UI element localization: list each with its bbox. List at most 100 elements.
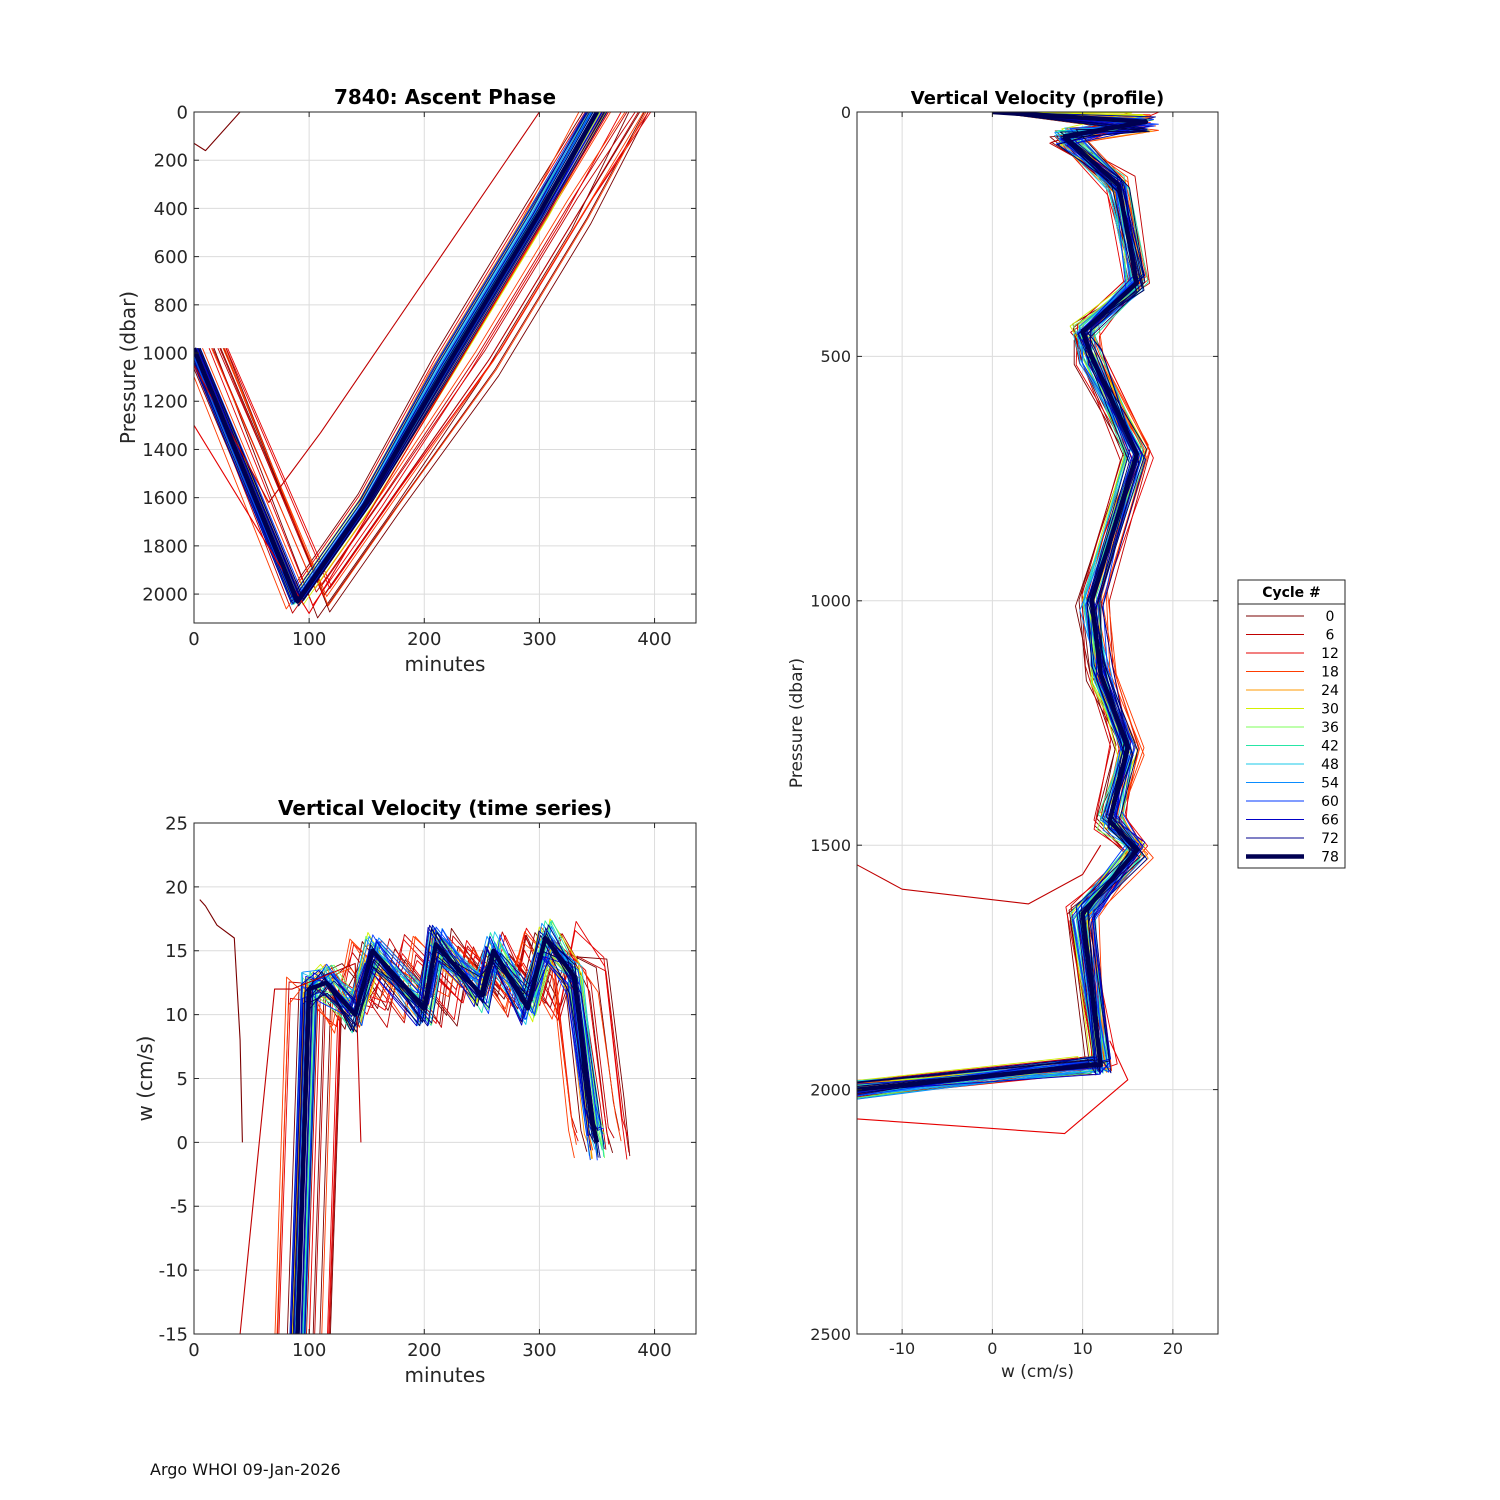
- cycle-trace: [194, 112, 587, 600]
- legend-label: 0: [1326, 609, 1335, 625]
- trace-group: [857, 112, 1160, 1135]
- x-tick-label: 0: [188, 629, 199, 650]
- cycle-trace: [224, 112, 647, 607]
- chart-title: Vertical Velocity (time series): [278, 796, 612, 820]
- trace-group: [199, 899, 631, 1334]
- x-axis-label: minutes: [405, 1363, 486, 1387]
- cycle-trace: [194, 112, 594, 603]
- x-axis-label: minutes: [405, 652, 486, 676]
- cycle-trace-6: [194, 112, 574, 504]
- cycle-trace-0: [199, 899, 243, 1143]
- x-tick-label: 300: [522, 1340, 556, 1361]
- x-tick-label: 100: [292, 629, 326, 650]
- cycle-trace-78: [857, 112, 1149, 1092]
- y-tick-label: 2000: [142, 585, 188, 606]
- legend-label: 12: [1321, 646, 1339, 662]
- y-tick-label: 400: [154, 199, 188, 220]
- y-tick-label: 500: [820, 347, 851, 366]
- y-tick-label: 1000: [810, 592, 851, 611]
- legend-label: 36: [1321, 720, 1339, 736]
- footer-credit: Argo WHOI 09-Jan-2026: [150, 1460, 341, 1479]
- legend-label: 48: [1321, 757, 1339, 773]
- y-axis-label: Pressure (dbar): [787, 658, 807, 788]
- x-tick-label: 400: [637, 629, 671, 650]
- cycle-legend: Cycle # 0 6 12 18 24 30 36 42 48 54 60 66 72 78: [1237, 579, 1346, 869]
- cycle-trace: [194, 112, 590, 605]
- cycle-trace: [857, 112, 1148, 1087]
- x-tick-label: -10: [889, 1339, 915, 1358]
- legend-label: 6: [1326, 628, 1335, 644]
- cycle-trace: [857, 112, 1140, 1083]
- cycle-trace: [196, 112, 603, 602]
- y-tick-label: 1000: [142, 344, 188, 365]
- x-tick-label: 400: [637, 1340, 671, 1361]
- y-tick-label: 15: [165, 941, 188, 962]
- cycle-trace: [219, 112, 639, 597]
- y-tick-label: -10: [159, 1261, 188, 1282]
- x-tick-label: 20: [1163, 1339, 1183, 1358]
- x-tick-label: 200: [407, 1340, 441, 1361]
- y-tick-label: 0: [177, 1133, 188, 1154]
- cycle-trace: [297, 926, 598, 1334]
- legend-label: 78: [1321, 850, 1339, 866]
- chart-title: Vertical Velocity (profile): [911, 88, 1165, 109]
- cycle-trace: [857, 112, 1143, 1096]
- x-tick-label: 0: [987, 1339, 997, 1358]
- x-tick-label: 10: [1072, 1339, 1092, 1358]
- y-tick-label: -5: [170, 1197, 188, 1218]
- y-tick-label: 20: [165, 877, 188, 898]
- cycle-trace: [194, 112, 589, 598]
- legend-label: 60: [1321, 794, 1339, 810]
- x-tick-label: 0: [188, 1340, 199, 1361]
- cycle-trace-78: [295, 935, 600, 1334]
- cycle-trace: [857, 112, 1153, 1082]
- cycle-trace-78: [194, 112, 599, 604]
- x-axis-label: w (cm/s): [1001, 1362, 1074, 1382]
- y-tick-label: 1600: [142, 488, 188, 509]
- axes-box: [856, 111, 1219, 1335]
- cycle-trace: [225, 112, 649, 589]
- chart-title: 7840: Ascent Phase: [334, 85, 556, 109]
- axes-box: [193, 111, 697, 624]
- cycle-trace-6: [239, 962, 362, 1334]
- legend-label: 18: [1321, 665, 1339, 681]
- y-tick-label: 1200: [142, 392, 188, 413]
- cycle-trace: [208, 112, 622, 606]
- cycle-trace: [211, 112, 626, 589]
- y-tick-label: 25: [165, 813, 188, 834]
- y-tick-label: 0: [177, 102, 188, 123]
- cycle-trace: [301, 938, 602, 1334]
- legend-label: 72: [1321, 831, 1339, 847]
- y-tick-label: 200: [154, 151, 188, 172]
- y-tick-label: 1800: [142, 536, 188, 557]
- trace-group: [194, 112, 652, 619]
- cycle-trace: [194, 112, 587, 603]
- legend-label: 42: [1321, 739, 1339, 755]
- y-axis-label: Pressure (dbar): [116, 291, 140, 444]
- y-tick-label: 1400: [142, 440, 188, 461]
- y-tick-label: -15: [159, 1324, 188, 1345]
- legend-label: 66: [1321, 813, 1339, 829]
- cycle-trace: [197, 112, 605, 603]
- velocity-timeseries-chart: 0 100 200 300 400 -15 -10 -5 0 5 10 15 20 25 Vertical …: [133, 796, 697, 1387]
- plot-background: [857, 112, 1218, 1334]
- y-tick-label: 5: [177, 1069, 188, 1090]
- cycle-trace-12: [194, 112, 643, 614]
- y-tick-label: 2500: [810, 1325, 851, 1344]
- y-tick-label: 10: [165, 1005, 188, 1026]
- y-tick-label: 1500: [810, 836, 851, 855]
- y-tick-label: 0: [841, 103, 851, 122]
- legend-title: Cycle #: [1262, 585, 1321, 601]
- cycle-trace: [298, 932, 599, 1334]
- legend-label: 24: [1321, 683, 1339, 699]
- cycle-trace: [213, 112, 630, 619]
- x-tick-label: 100: [292, 1340, 326, 1361]
- cycle-trace: [222, 112, 644, 597]
- y-tick-label: 2000: [810, 1080, 851, 1099]
- legend-label: 54: [1321, 776, 1339, 792]
- y-axis-label: w (cm/s): [133, 1036, 157, 1122]
- cycle-trace-6: [857, 844, 1102, 905]
- x-tick-label: 300: [522, 629, 556, 650]
- legend-label: 30: [1321, 702, 1339, 718]
